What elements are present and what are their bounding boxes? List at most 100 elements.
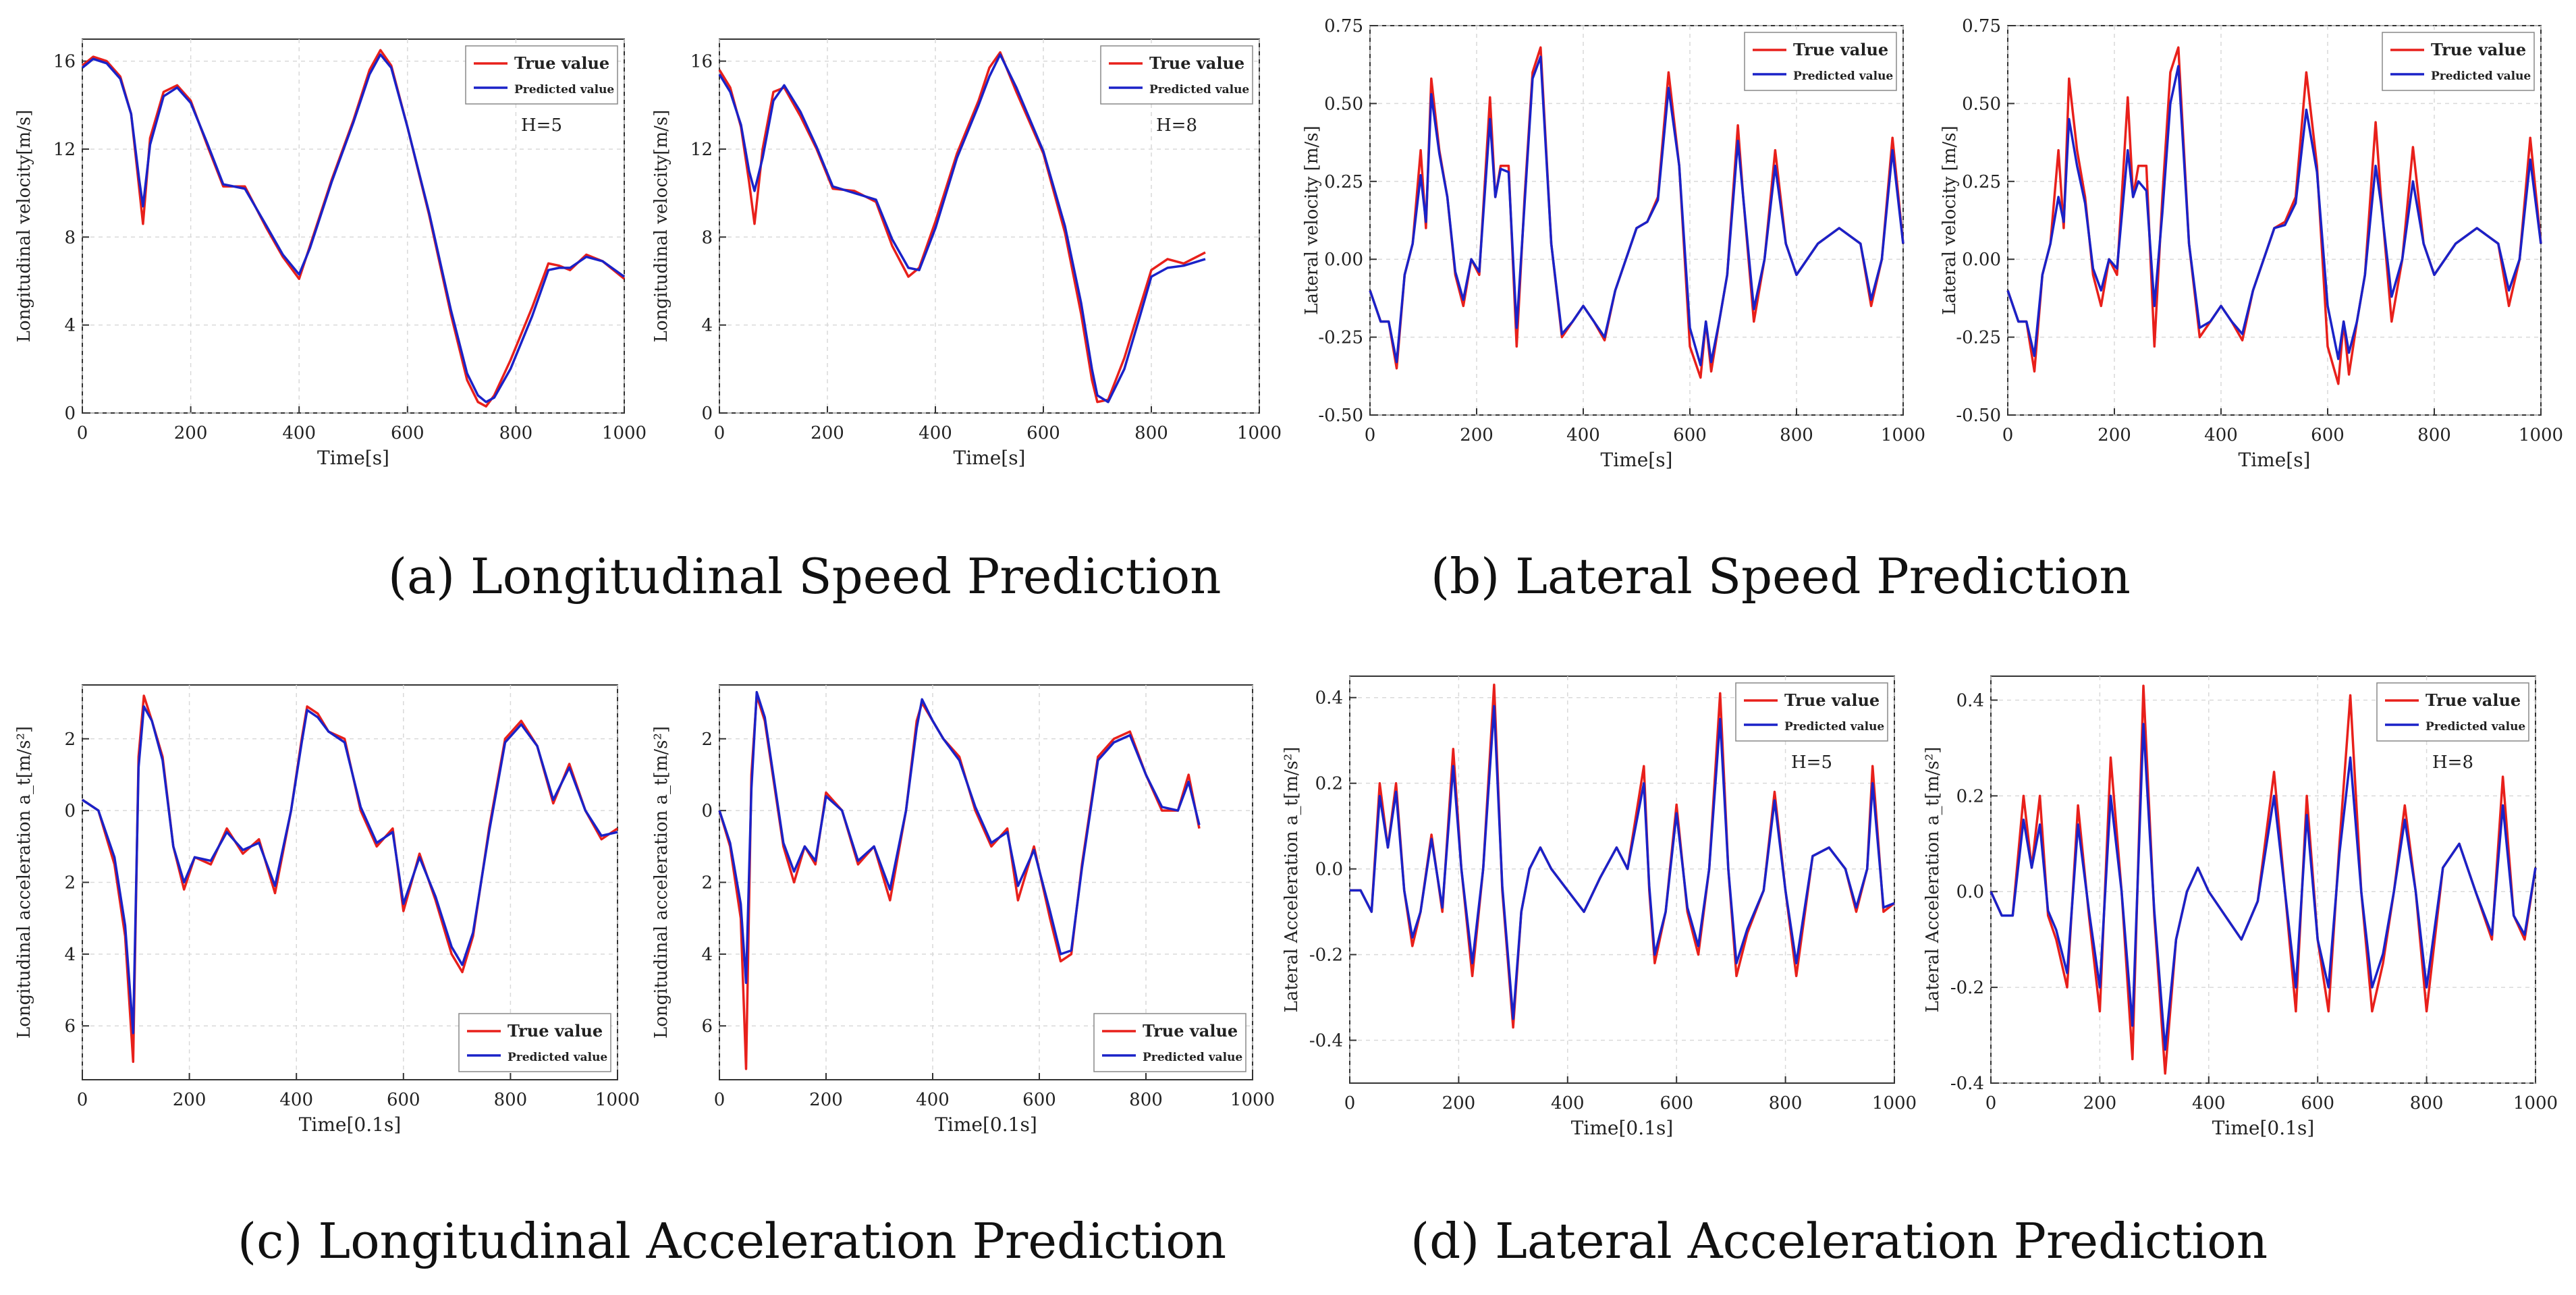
y-tick-label: 4 bbox=[701, 316, 713, 336]
horizon-annotation: H=8 bbox=[2432, 752, 2473, 773]
x-tick-label: 200 bbox=[1460, 425, 1493, 445]
legend-label-true: True value bbox=[1143, 1021, 1238, 1041]
y-tick-label: 0.25 bbox=[1324, 172, 1363, 192]
x-tick-label: 400 bbox=[2204, 425, 2238, 445]
x-tick-label: 600 bbox=[1673, 425, 1707, 445]
series-line-true bbox=[718, 51, 1206, 404]
x-tick-label: 0 bbox=[1365, 425, 1376, 445]
legend-label-predicted: Predicted value bbox=[1149, 83, 1249, 97]
y-tick-label: 2 bbox=[64, 729, 76, 750]
y-tick-label: 8 bbox=[701, 227, 713, 248]
legend-label-predicted: Predicted value bbox=[1793, 70, 1893, 83]
x-tick-label: 0 bbox=[1985, 1093, 1997, 1113]
chart-lat-acc-h5: 0 200 400 600 800 1000 -0.4 -0.2 0.0 0.2 0.4 Time[0… bbox=[1282, 676, 1917, 1139]
y-tick-label: 0.75 bbox=[1962, 16, 2001, 36]
legend-label-predicted: Predicted value bbox=[1784, 720, 1884, 734]
legend-box bbox=[1735, 682, 1888, 742]
x-tick-label: 600 bbox=[1022, 1090, 1056, 1110]
y-tick-label: 0.0 bbox=[1315, 860, 1343, 880]
y-axis-label: Lateral Acceleration a_t[m/s²] bbox=[1923, 747, 1943, 1013]
x-tick-label: 600 bbox=[1660, 1093, 1693, 1113]
legend-label-true: True value bbox=[2431, 40, 2526, 59]
legend-label-predicted: Predicted value bbox=[508, 1051, 607, 1064]
legend-box bbox=[1100, 45, 1253, 105]
x-tick-label: 200 bbox=[173, 1090, 207, 1110]
chart-long-acc-h5: 0 200 400 600 800 1000 6 4 2 0 2 Time[0.1s] Longitud… bbox=[14, 684, 640, 1136]
horizon-annotation: H=5 bbox=[1791, 752, 1832, 773]
x-tick-label: 800 bbox=[1129, 1090, 1163, 1110]
caption-b: (b) Lateral Speed Prediction bbox=[1431, 548, 2131, 605]
y-tick-label: -0.4 bbox=[1309, 1031, 1343, 1051]
legend-label-predicted: Predicted value bbox=[2426, 720, 2525, 734]
chart-long-acc-h8: 0 200 400 600 800 1000 6 4 2 0 2 Time[0.1s] Longitud… bbox=[651, 684, 1275, 1136]
legend-box bbox=[458, 1013, 611, 1072]
legend-box bbox=[2382, 32, 2535, 91]
y-tick-label: 2 bbox=[64, 873, 76, 893]
x-tick-label: 400 bbox=[282, 423, 316, 443]
legend-label-predicted: Predicted value bbox=[1143, 1051, 1242, 1064]
chart-lat-speed-h8: 0 200 400 600 800 1000 -0.50 -0.25 0.00 0.25 0.50 0… bbox=[1940, 16, 2563, 471]
y-tick-label: 0 bbox=[64, 404, 76, 424]
x-axis-label: Time[0.1s] bbox=[2212, 1117, 2315, 1139]
chart-lat-speed-h5: 0 200 400 600 800 1000 -0.50 -0.25 0.00 0.25 0.50 0… bbox=[1302, 16, 1925, 471]
y-tick-label: 6 bbox=[701, 1016, 713, 1037]
y-axis-label: Longitudinal velocity[m/s] bbox=[14, 110, 34, 343]
series-line-predicted bbox=[82, 705, 618, 1035]
chart-long-speed-h5: 0 200 400 600 800 1000 0 4 8 12 16 Time[s] Longitudi… bbox=[14, 38, 647, 469]
series-line-predicted bbox=[1369, 55, 1904, 366]
y-axis-label: Longitudinal acceleration a_t[m/s²] bbox=[14, 726, 34, 1039]
plot-frame bbox=[1990, 676, 2536, 1084]
y-tick-label: -0.4 bbox=[1950, 1074, 1984, 1094]
x-tick-label: 400 bbox=[919, 423, 952, 443]
caption-c: (c) Longitudinal Acceleration Prediction bbox=[238, 1213, 1227, 1269]
x-tick-label: 200 bbox=[2083, 1093, 2117, 1113]
y-tick-label: -0.2 bbox=[1950, 978, 1984, 998]
y-tick-label: 0.25 bbox=[1962, 172, 2001, 192]
x-tick-label: 200 bbox=[2098, 425, 2131, 445]
x-tick-label: 1000 bbox=[1881, 425, 1925, 445]
y-tick-label: 0.4 bbox=[1315, 688, 1343, 709]
legend-label-true: True value bbox=[1793, 40, 1888, 59]
x-tick-label: 800 bbox=[2410, 1093, 2444, 1113]
y-tick-label: 4 bbox=[64, 945, 76, 965]
x-tick-label: 1000 bbox=[1872, 1093, 1917, 1113]
y-tick-label: -0.50 bbox=[1318, 406, 1363, 426]
y-tick-label: 0.50 bbox=[1962, 94, 2001, 114]
x-tick-label: 0 bbox=[714, 1090, 725, 1110]
y-tick-label: -0.50 bbox=[1956, 406, 2001, 426]
y-tick-label: 0.00 bbox=[1324, 250, 1363, 270]
y-axis-label: Lateral Acceleration a_t[m/s²] bbox=[1282, 747, 1302, 1013]
x-tick-label: 400 bbox=[279, 1090, 313, 1110]
legend-label-predicted: Predicted value bbox=[2431, 70, 2531, 83]
x-axis-label: Time[s] bbox=[954, 447, 1026, 469]
x-axis-label: Time[s] bbox=[317, 447, 389, 469]
legend-label-true: True value bbox=[1149, 53, 1244, 73]
y-tick-label: 0 bbox=[701, 801, 713, 821]
x-tick-label: 600 bbox=[1026, 423, 1060, 443]
x-tick-label: 400 bbox=[2192, 1093, 2226, 1113]
horizon-annotation: H=5 bbox=[521, 115, 562, 136]
y-tick-label: 4 bbox=[64, 316, 76, 336]
series-line-predicted bbox=[1990, 723, 2537, 1051]
x-axis-label: Time[0.1s] bbox=[1571, 1117, 1674, 1139]
y-tick-label: 0.0 bbox=[1956, 882, 1984, 902]
x-tick-label: 800 bbox=[1780, 425, 1813, 445]
x-tick-label: 1000 bbox=[2519, 425, 2563, 445]
legend-label-true: True value bbox=[1784, 690, 1880, 710]
series-line-predicted bbox=[2006, 65, 2542, 360]
legend-label-true: True value bbox=[514, 53, 609, 73]
x-tick-label: 600 bbox=[391, 423, 424, 443]
x-tick-label: 800 bbox=[2417, 425, 2451, 445]
x-tick-label: 600 bbox=[2301, 1093, 2334, 1113]
y-axis-label: Longitudinal acceleration a_t[m/s²] bbox=[651, 726, 672, 1039]
x-tick-label: 400 bbox=[916, 1090, 950, 1110]
y-tick-label: 0 bbox=[701, 404, 713, 424]
y-tick-label: 2 bbox=[701, 729, 713, 750]
y-tick-label: 0.4 bbox=[1956, 690, 1984, 711]
legend-box bbox=[2376, 682, 2529, 742]
y-tick-label: 0.2 bbox=[1315, 774, 1343, 794]
y-tick-label: 8 bbox=[64, 227, 76, 248]
x-tick-label: 200 bbox=[174, 423, 208, 443]
x-axis-label: Time[0.1s] bbox=[935, 1113, 1037, 1136]
